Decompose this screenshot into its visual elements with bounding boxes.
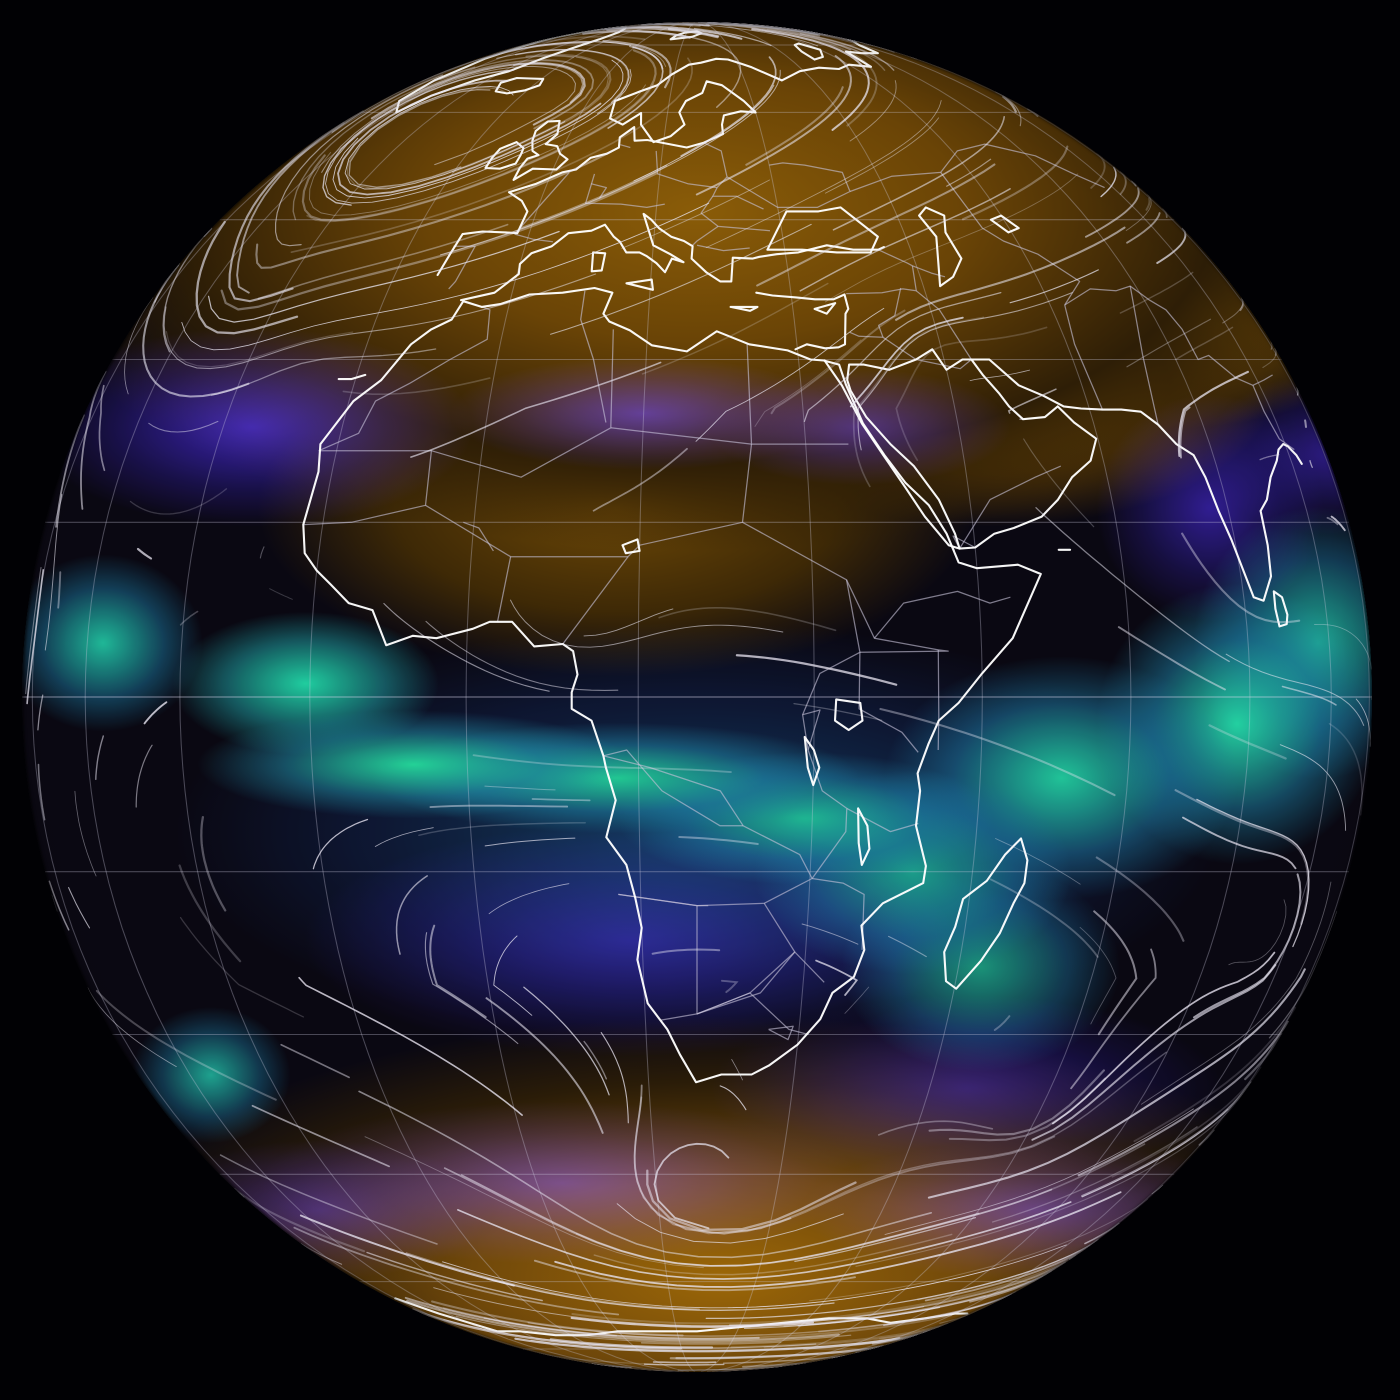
wind-particle-layer — [22, 22, 1372, 1372]
globe[interactable] — [22, 22, 1372, 1372]
